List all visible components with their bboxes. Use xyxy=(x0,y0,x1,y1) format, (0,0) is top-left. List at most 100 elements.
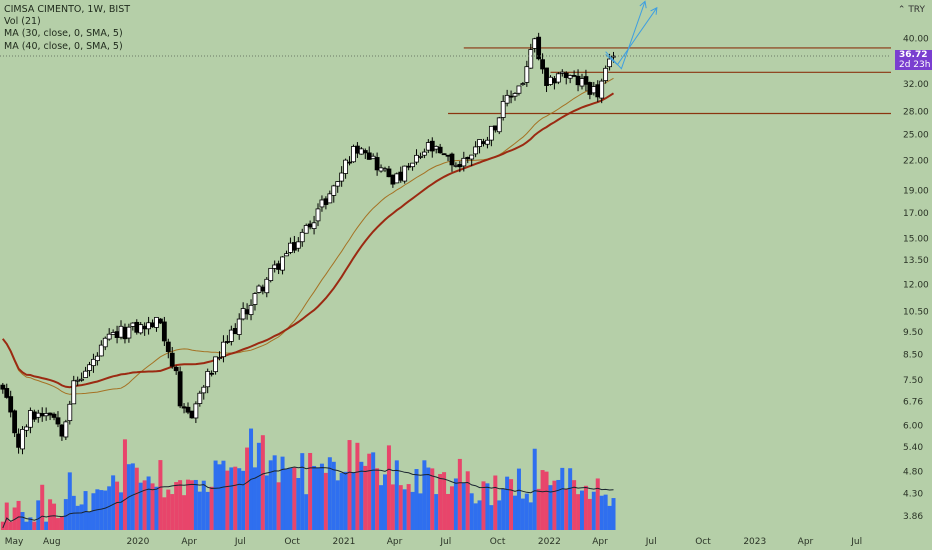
candle-body xyxy=(319,199,325,208)
volume-bar xyxy=(268,460,273,530)
candle-body xyxy=(382,168,388,171)
currency-label[interactable]: ⌃ TRY xyxy=(897,5,925,15)
candle-body xyxy=(154,316,159,328)
candle-body xyxy=(169,352,175,367)
candle-body xyxy=(457,164,463,168)
candle-body xyxy=(374,157,380,171)
volume-bar xyxy=(162,497,167,530)
candle-body xyxy=(213,356,218,373)
volume-bar xyxy=(0,521,5,530)
candle-body xyxy=(418,156,423,158)
volume-bar xyxy=(402,489,407,530)
candle-body xyxy=(339,172,345,182)
candle-body xyxy=(500,101,506,118)
candle-body xyxy=(205,371,211,388)
volume-bar xyxy=(477,500,482,530)
candle-body xyxy=(323,198,329,205)
candle-body xyxy=(177,371,183,407)
ma40-line xyxy=(2,92,615,389)
volume-bar xyxy=(363,465,368,530)
time-tick-label: Jul xyxy=(645,537,657,547)
time-tick-label: Aug xyxy=(43,537,61,547)
candle-body xyxy=(583,76,589,85)
candle-body xyxy=(575,75,581,86)
volume-bar xyxy=(572,480,577,530)
candle-body xyxy=(94,355,100,362)
volume-bar xyxy=(465,471,470,530)
volume-bar xyxy=(556,479,561,530)
price-axis-strip xyxy=(891,0,932,550)
symbol-title[interactable]: CIMSA CIMENTO, 1W, BIST xyxy=(4,4,131,15)
price-axis[interactable]: 40.0036.0032.0028.0025.0022.0019.0017.00… xyxy=(891,0,932,550)
volume-bar xyxy=(75,505,80,530)
candle-body xyxy=(599,80,605,99)
time-tick-label: Apr xyxy=(798,537,814,547)
candles xyxy=(0,32,616,455)
candle-body xyxy=(20,429,25,450)
volume-bar xyxy=(319,463,324,530)
price-tick-label: 5.40 xyxy=(903,443,923,453)
volume-bar xyxy=(611,498,616,530)
ma30-indicator-label[interactable]: MA (30, close, 0, SMA, 5) xyxy=(4,28,123,40)
volume-indicator-label[interactable]: Vol (21) xyxy=(4,16,41,28)
volume-bar xyxy=(99,490,104,530)
volume-bar xyxy=(158,460,163,530)
candle-body xyxy=(75,379,81,382)
volume-bar xyxy=(351,472,356,530)
candle-body xyxy=(197,392,203,404)
candle-body xyxy=(303,225,309,234)
candle-body xyxy=(217,357,222,359)
volume-bar xyxy=(343,471,348,530)
candle-body xyxy=(461,157,467,167)
volume-bar xyxy=(67,472,72,530)
volume-bar xyxy=(327,457,332,530)
volume-bar xyxy=(355,442,360,530)
ma40-indicator-label[interactable]: MA (40, close, 0, SMA, 5) xyxy=(4,40,123,52)
volume-bar xyxy=(599,495,604,530)
volume-bar xyxy=(485,483,490,530)
candle-body xyxy=(165,341,171,352)
volume-bar xyxy=(24,521,29,530)
volume-ma-path xyxy=(2,466,614,529)
horizontal-levels[interactable] xyxy=(448,47,891,115)
candle-body xyxy=(378,167,384,172)
volume-bar xyxy=(505,476,510,530)
candle-body xyxy=(193,403,199,419)
time-tick-label: Oct xyxy=(490,537,506,547)
volume-bar xyxy=(213,460,218,530)
candle-body xyxy=(355,145,360,154)
volume-bar xyxy=(197,491,202,530)
time-tick-label: Apr xyxy=(387,537,403,547)
settings-icon[interactable]: ⌃ xyxy=(897,5,906,15)
candle-body xyxy=(264,278,270,294)
volume-bar xyxy=(8,521,13,530)
candle-body xyxy=(35,412,41,418)
volume-bar xyxy=(20,512,25,530)
time-axis[interactable]: May Aug 2020 Apr Jul Oct 2021 Apr Jul Oct 2022 Apr J… xyxy=(5,537,862,547)
volume-bar xyxy=(489,505,494,530)
candle-body xyxy=(280,256,285,271)
projection-arrow-head xyxy=(650,6,658,15)
candle-body xyxy=(71,380,77,405)
volume-bar xyxy=(316,467,321,530)
volume-bar xyxy=(40,484,45,530)
candle-body xyxy=(47,412,53,416)
candle-body xyxy=(508,95,514,98)
projection-arrows[interactable] xyxy=(605,0,658,70)
volume-bar xyxy=(276,482,281,530)
volume-bar xyxy=(398,485,403,530)
time-tick-label: Jul xyxy=(850,537,862,547)
volume-bar xyxy=(103,490,108,530)
candle-body xyxy=(410,162,415,168)
candle-body xyxy=(260,286,266,292)
candle-body xyxy=(307,223,313,228)
volume-bar xyxy=(528,502,533,530)
candle-body xyxy=(402,165,408,182)
candle-body xyxy=(158,318,163,324)
candle-body xyxy=(185,406,191,413)
candle-body xyxy=(465,156,471,160)
bar-countdown: 2d 23h xyxy=(899,59,931,70)
volume-bar xyxy=(513,495,518,530)
candle-body xyxy=(611,55,616,58)
